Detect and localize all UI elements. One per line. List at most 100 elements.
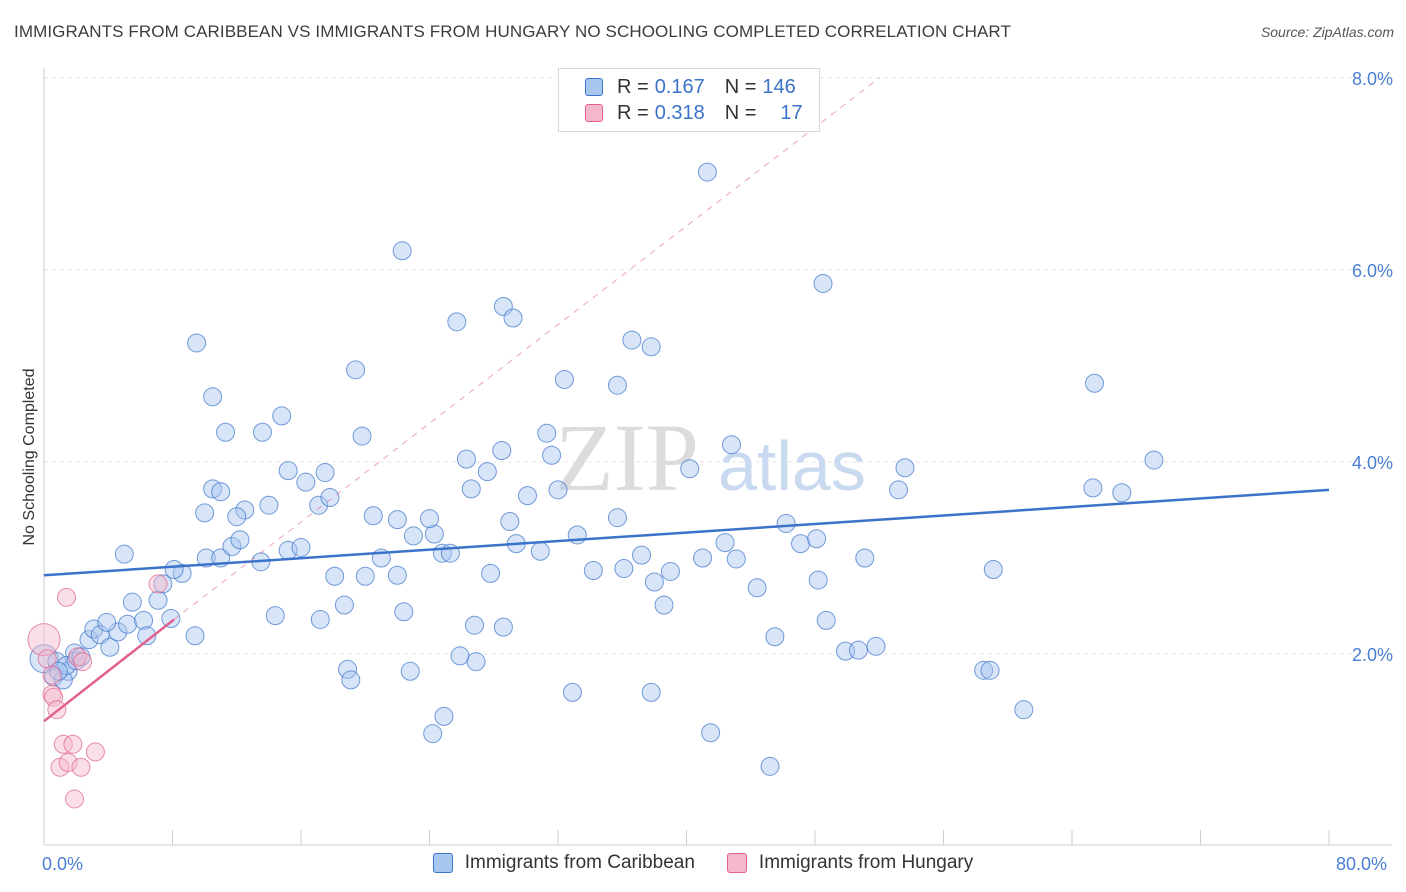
point-caribbean[interactable]: [222, 536, 242, 556]
point-caribbean[interactable]: [118, 614, 138, 634]
point-caribbean[interactable]: [216, 422, 236, 442]
point-caribbean[interactable]: [542, 445, 562, 465]
point-caribbean[interactable]: [461, 479, 481, 499]
point-caribbean[interactable]: [309, 495, 329, 515]
point-caribbean[interactable]: [517, 486, 537, 506]
point-caribbean[interactable]: [272, 406, 292, 426]
point-caribbean[interactable]: [1014, 700, 1034, 720]
point-caribbean[interactable]: [235, 500, 255, 520]
point-caribbean[interactable]: [310, 609, 330, 629]
point-caribbean[interactable]: [503, 308, 523, 328]
point-caribbean[interactable]: [400, 661, 420, 681]
point-caribbean[interactable]: [848, 640, 868, 660]
point-caribbean[interactable]: [334, 595, 354, 615]
point-caribbean[interactable]: [808, 570, 828, 590]
point-caribbean[interactable]: [855, 548, 875, 568]
point-hungary[interactable]: [58, 752, 78, 772]
point-caribbean[interactable]: [114, 544, 134, 564]
point-caribbean[interactable]: [974, 660, 994, 680]
point-caribbean[interactable]: [715, 533, 735, 553]
point-caribbean[interactable]: [259, 495, 279, 515]
point-caribbean[interactable]: [423, 724, 443, 744]
point-hungary[interactable]: [56, 587, 76, 607]
point-caribbean[interactable]: [726, 549, 746, 569]
point-caribbean[interactable]: [387, 510, 407, 530]
point-caribbean[interactable]: [252, 422, 272, 442]
point-caribbean[interactable]: [265, 606, 285, 626]
point-caribbean[interactable]: [765, 627, 785, 647]
point-caribbean[interactable]: [1144, 450, 1164, 470]
point-caribbean[interactable]: [296, 472, 316, 492]
series-legend-hungary[interactable]: Immigrants from Hungary: [726, 852, 973, 874]
point-caribbean[interactable]: [654, 595, 674, 615]
point-caribbean[interactable]: [760, 756, 780, 776]
point-caribbean[interactable]: [607, 375, 627, 395]
point-caribbean[interactable]: [481, 563, 501, 583]
point-caribbean[interactable]: [403, 526, 423, 546]
point-caribbean[interactable]: [164, 560, 184, 580]
point-hungary[interactable]: [63, 734, 83, 754]
point-caribbean[interactable]: [632, 545, 652, 565]
point-hungary[interactable]: [53, 734, 73, 754]
point-caribbean[interactable]: [148, 590, 168, 610]
point-caribbean[interactable]: [53, 670, 73, 690]
point-caribbean[interactable]: [325, 566, 345, 586]
point-caribbean[interactable]: [492, 440, 512, 460]
point-hungary[interactable]: [37, 649, 57, 669]
point-caribbean[interactable]: [895, 458, 915, 478]
point-caribbean[interactable]: [394, 602, 414, 622]
point-caribbean[interactable]: [983, 560, 1003, 580]
point-caribbean[interactable]: [813, 273, 833, 293]
point-caribbean[interactable]: [352, 426, 372, 446]
point-hungary[interactable]: [65, 789, 85, 809]
point-caribbean[interactable]: [153, 574, 173, 594]
point-caribbean[interactable]: [607, 508, 627, 528]
point-caribbean[interactable]: [701, 723, 721, 743]
point-caribbean[interactable]: [346, 360, 366, 380]
point-caribbean[interactable]: [641, 682, 661, 702]
point-caribbean[interactable]: [211, 482, 231, 502]
point-caribbean[interactable]: [583, 560, 603, 580]
point-caribbean[interactable]: [355, 566, 375, 586]
point-hungary[interactable]: [148, 574, 168, 594]
series-legend-caribbean[interactable]: Immigrants from Caribbean: [432, 852, 695, 874]
point-caribbean[interactable]: [493, 617, 513, 637]
point-caribbean[interactable]: [278, 461, 298, 481]
point-caribbean[interactable]: [134, 610, 154, 630]
point-hungary[interactable]: [44, 687, 64, 707]
point-caribbean[interactable]: [680, 459, 700, 479]
point-caribbean[interactable]: [477, 462, 497, 482]
point-hungary[interactable]: [73, 652, 93, 672]
point-caribbean[interactable]: [1083, 478, 1103, 498]
point-caribbean[interactable]: [341, 670, 361, 690]
point-caribbean[interactable]: [420, 509, 439, 529]
point-caribbean[interactable]: [161, 608, 181, 628]
point-caribbean[interactable]: [108, 622, 128, 642]
point-caribbean[interactable]: [660, 561, 680, 581]
point-caribbean[interactable]: [450, 646, 470, 666]
point-caribbean[interactable]: [434, 706, 454, 726]
point-caribbean[interactable]: [466, 652, 486, 672]
point-caribbean[interactable]: [980, 660, 1000, 680]
point-caribbean[interactable]: [137, 626, 157, 646]
point-caribbean[interactable]: [196, 548, 216, 568]
point-caribbean[interactable]: [97, 612, 117, 632]
point-caribbean[interactable]: [227, 507, 247, 527]
point-caribbean[interactable]: [537, 423, 557, 443]
point-hungary[interactable]: [42, 684, 62, 704]
point-caribbean[interactable]: [185, 626, 205, 646]
point-caribbean[interactable]: [807, 529, 827, 549]
point-caribbean[interactable]: [693, 548, 713, 568]
point-caribbean[interactable]: [338, 659, 358, 679]
point-caribbean[interactable]: [791, 534, 811, 554]
point-caribbean[interactable]: [447, 312, 467, 332]
point-caribbean[interactable]: [1112, 483, 1132, 503]
point-caribbean[interactable]: [195, 503, 215, 523]
point-caribbean[interactable]: [889, 480, 909, 500]
point-caribbean[interactable]: [530, 541, 550, 561]
point-caribbean[interactable]: [424, 524, 444, 544]
point-caribbean[interactable]: [866, 636, 886, 656]
point-caribbean[interactable]: [320, 488, 340, 508]
point-caribbean[interactable]: [187, 333, 207, 353]
point-caribbean[interactable]: [644, 572, 664, 592]
